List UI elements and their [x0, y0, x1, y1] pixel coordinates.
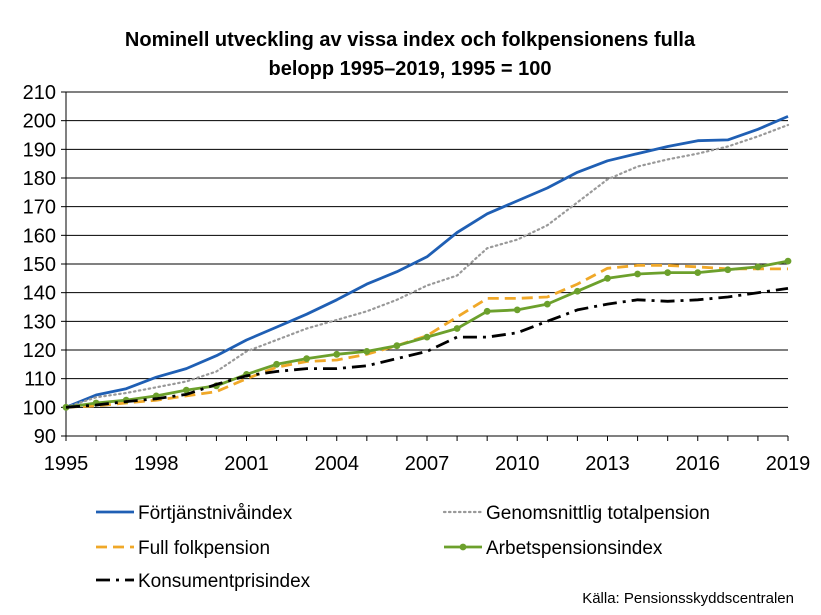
x-tick-label: 2019 [766, 453, 811, 475]
y-tick-label: 160 [23, 225, 56, 247]
series-lines [62, 115, 792, 411]
y-tick-label: 100 [23, 397, 56, 419]
legend-item-konsumentprisindex: Konsumentprisindex [96, 571, 311, 592]
y-tick-label: 180 [23, 168, 56, 190]
data-point [634, 270, 641, 278]
x-tick-label: 1995 [44, 453, 89, 475]
x-tick-label: 2007 [405, 453, 450, 475]
data-point [543, 300, 551, 308]
source-note: Källa: Pensionsskyddscentralen [582, 590, 794, 607]
x-tick-label: 2010 [495, 453, 540, 475]
data-point [62, 403, 70, 411]
legend-label: Genomsnittlig totalpension [486, 503, 710, 524]
legend-label: Förtjänstnivåindex [138, 503, 293, 524]
data-point [333, 350, 341, 358]
series-line-full-folkpension [65, 263, 788, 409]
y-tick-label: 190 [23, 139, 56, 161]
y-tick-label: 130 [23, 311, 56, 333]
gridlines [66, 91, 788, 408]
data-point [273, 360, 280, 368]
data-point [393, 342, 401, 350]
data-point [754, 263, 762, 271]
data-point [303, 355, 311, 362]
data-point [363, 348, 371, 355]
data-point [694, 269, 702, 276]
data-point [724, 266, 732, 274]
y-tick-label: 140 [23, 283, 56, 305]
chart-title-line1: Nominell utveckling av vissa index och f… [125, 29, 696, 51]
legend-marker [459, 543, 467, 551]
legend-item-fortjanstnivaindex: Förtjänstnivåindex [96, 503, 293, 524]
y-tick-label: 110 [24, 369, 56, 391]
x-axis-ticks: 1995 1998 2001 2004 2007 2010 2013 2016 2019 [44, 436, 811, 475]
y-tick-label: 150 [23, 254, 56, 276]
series-line-genomsnittlig-totalpension [64, 123, 790, 409]
legend-label: Full folkpension [138, 538, 270, 559]
legend-item-genomsnittlig-totalpension: Genomsnittlig totalpension [442, 503, 710, 524]
data-point [453, 325, 461, 332]
x-tick-label: 1998 [134, 453, 179, 475]
x-tick-label: 2016 [676, 453, 721, 475]
chart-title-line2: belopp 1995–2019, 1995 = 100 [269, 58, 552, 80]
data-point [604, 274, 611, 282]
series-line-fortjanstnivaindex [65, 115, 789, 409]
data-point [423, 333, 431, 341]
x-tick-label: 2013 [585, 453, 630, 475]
legend: Förtjänstnivåindex Genomsnittlig totalpen… [96, 503, 710, 592]
x-tick-label: 2001 [224, 453, 269, 475]
y-tick-label: 90 [34, 426, 56, 448]
legend-label: Arbetspensionsindex [486, 538, 663, 559]
x-tick-label: 2004 [315, 453, 360, 475]
y-tick-label: 210 [23, 82, 56, 104]
legend-item-arbetspensionsindex: Arbetspensionsindex [444, 538, 663, 559]
y-axis-ticks: 90 100 110 120 130 140 150 160 170 180 190 200 210 [23, 82, 66, 448]
legend-label: Konsumentprisindex [138, 571, 311, 592]
series-line-konsumentprisindex [65, 287, 789, 409]
data-point [664, 269, 672, 276]
legend-item-full-folkpension: Full folkpension [96, 538, 270, 559]
y-tick-label: 200 [23, 111, 56, 133]
y-tick-label: 170 [23, 197, 56, 219]
data-point [483, 307, 491, 315]
y-tick-label: 120 [23, 340, 56, 362]
data-point [784, 257, 792, 265]
data-point [182, 386, 190, 394]
data-point [574, 287, 581, 295]
data-point [513, 306, 521, 314]
